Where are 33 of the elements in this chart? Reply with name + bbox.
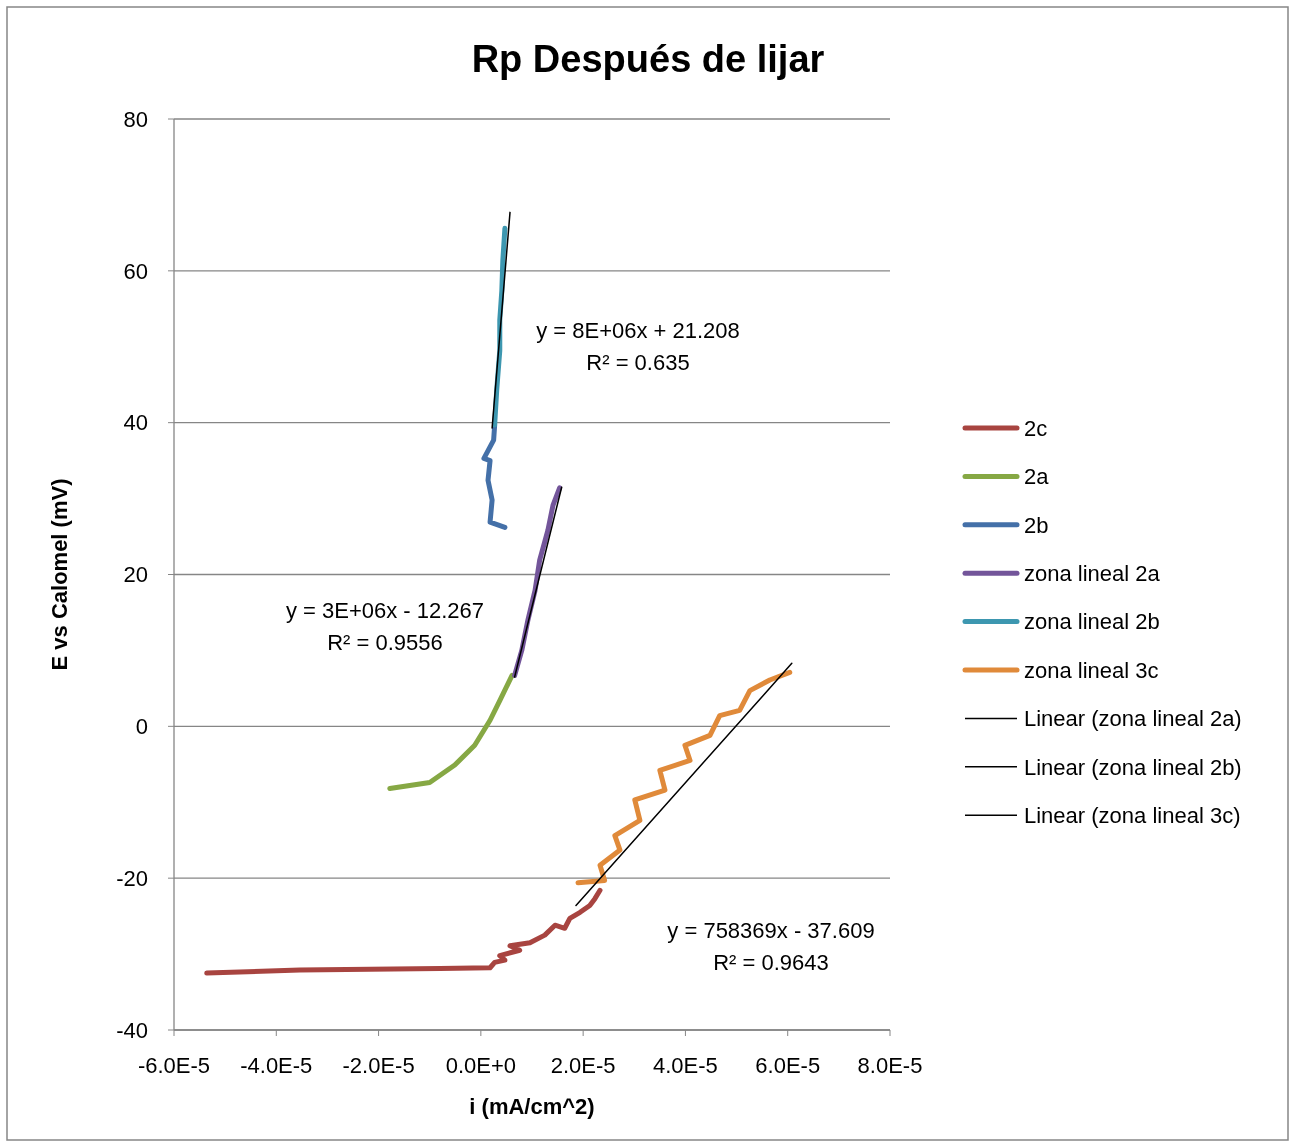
y-tick-label: 0	[135, 714, 148, 740]
x-axis-title: i (mA/cm^2)	[469, 1094, 595, 1119]
y-tick-label: 60	[123, 258, 148, 284]
x-tick-label: -2.0E-5	[342, 1053, 415, 1078]
y-tick-label: 80	[123, 106, 148, 132]
x-tick-label: 6.0E-5	[755, 1053, 821, 1078]
y-tick-label: 20	[123, 562, 148, 588]
chart-title: Rp Después de lijar	[471, 38, 825, 80]
legend-label: 2a	[1024, 464, 1050, 490]
x-tick-label: 2.0E-5	[550, 1053, 616, 1078]
annotation: y = 8E+06x + 21.208	[536, 317, 740, 343]
legend-label: zona lineal 2b	[1024, 609, 1160, 635]
x-tick-label: 4.0E-5	[653, 1053, 718, 1078]
y-axis-title: E vs Calomel (mV)	[47, 478, 72, 671]
legend-label: Linear (zona lineal 2b)	[1024, 754, 1242, 780]
annotation: R² = 0.9643	[713, 949, 829, 975]
x-tick-label: 0.0E+0	[445, 1053, 517, 1078]
legend-label: 2c	[1024, 415, 1048, 441]
legend-label: zona lineal 2a	[1024, 560, 1161, 586]
x-tick-label: -6.0E-5	[137, 1053, 211, 1078]
y-tick-label: -20	[116, 865, 148, 891]
annotation: y = 758369x - 37.609	[667, 917, 875, 943]
legend-label: 2b	[1024, 512, 1049, 538]
x-tick-label: 8.0E-5	[857, 1053, 923, 1078]
legend-label: zona lineal 3c	[1024, 657, 1159, 683]
annotation: R² = 0.9556	[327, 629, 443, 655]
annotation: y = 3E+06x - 12.267	[285, 597, 485, 623]
legend-label: Linear (zona lineal 3c)	[1024, 802, 1241, 828]
annotation: R² = 0.635	[586, 349, 690, 375]
y-tick-label: 40	[123, 410, 148, 436]
x-tick-label: -4.0E-5	[240, 1053, 313, 1078]
y-tick-label: -40	[116, 1017, 148, 1043]
legend-label: Linear (zona lineal 2a)	[1024, 706, 1242, 732]
